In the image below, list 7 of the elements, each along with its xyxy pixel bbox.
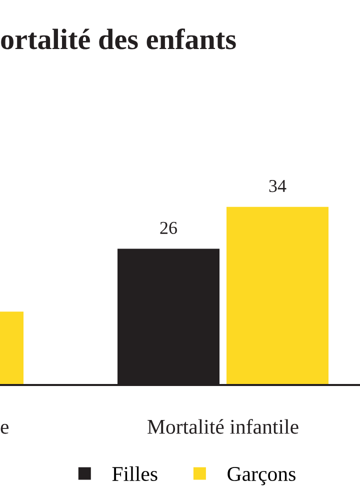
x-tick-label: e xyxy=(0,424,9,434)
data-label: 34 xyxy=(269,180,286,192)
legend-label: Garçons xyxy=(228,467,296,486)
data-label: 26 xyxy=(160,222,177,234)
legend-label: Filles xyxy=(112,466,158,482)
x-tick-label: Mortalité infantile xyxy=(148,418,298,434)
chart-title: ortalité des enfants xyxy=(1,28,236,50)
